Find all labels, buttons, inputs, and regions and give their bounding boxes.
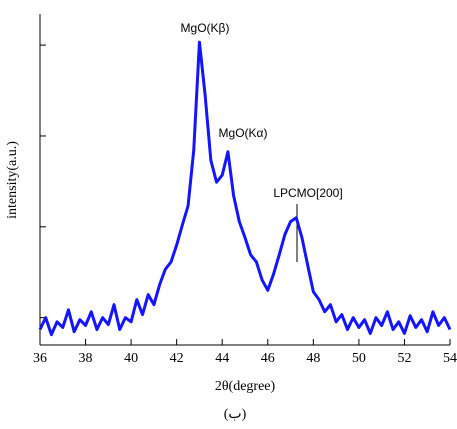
caption: (ب) — [224, 407, 247, 422]
x-tick-label: 48 — [306, 351, 320, 366]
x-tick-label: 46 — [261, 351, 275, 366]
x-axis-title: 2θ(degree) — [215, 379, 276, 394]
annotation: MgO(Kβ) — [181, 21, 230, 35]
data-line — [38, 40, 452, 337]
x-tick-label: 44 — [215, 351, 229, 366]
annotation: LPCMO[200] — [273, 186, 342, 200]
x-tick-label: 36 — [33, 351, 47, 366]
annotation: MgO(Kα) — [219, 126, 268, 140]
x-tick-label: 52 — [397, 351, 411, 366]
x-tick-label: 40 — [124, 351, 138, 366]
x-tick-label: 42 — [170, 351, 184, 366]
x-tick-label: 54 — [443, 351, 457, 366]
x-tick-label: 50 — [352, 351, 366, 366]
x-tick-label: 38 — [79, 351, 93, 366]
y-axis-title: intensity(a.u.) — [5, 141, 20, 219]
